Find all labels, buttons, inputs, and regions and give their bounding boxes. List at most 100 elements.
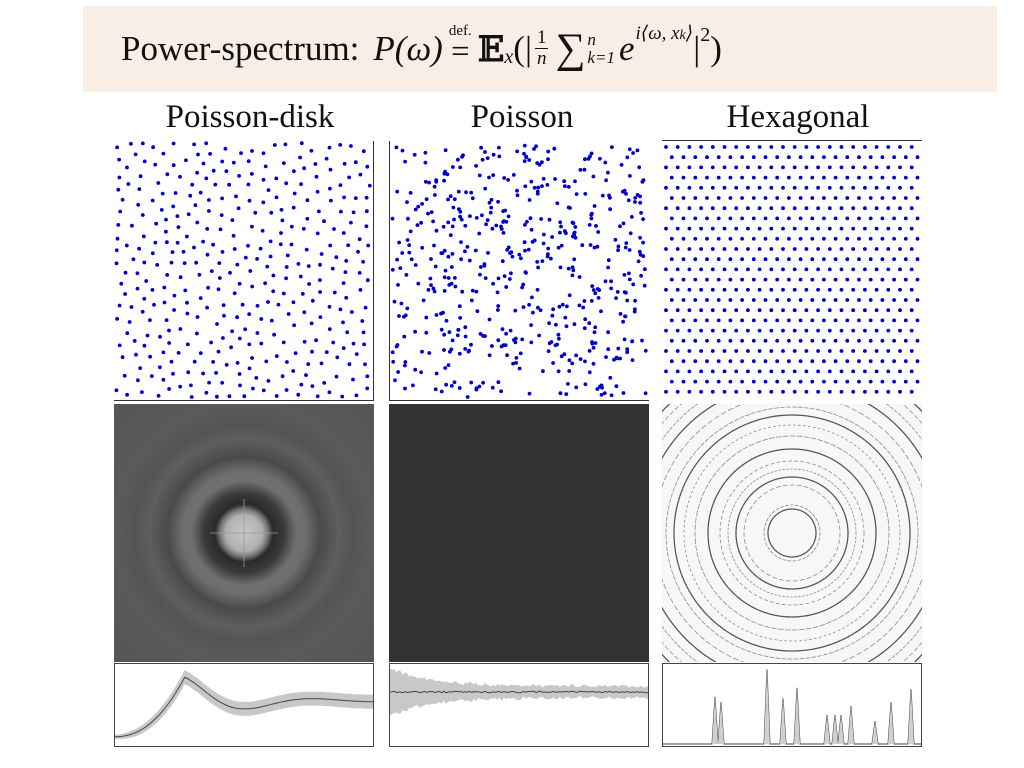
poisson-point [627, 277, 632, 282]
poisson-point [449, 347, 454, 352]
def-label: def. [448, 23, 472, 40]
hexagonal-point [880, 257, 885, 262]
poisson-point [615, 290, 620, 294]
poisson-disk-point [114, 388, 119, 393]
hexagonal-point [827, 369, 832, 374]
poisson-point [603, 160, 608, 165]
hexagonal-point [728, 359, 733, 364]
poisson-disk-point [196, 152, 200, 157]
poisson-point [474, 216, 479, 220]
poisson-point [420, 245, 425, 250]
poisson-point [444, 318, 449, 323]
poisson-disk-point [152, 302, 156, 307]
poisson-point [480, 213, 484, 218]
hexagonal-point [775, 298, 780, 302]
poisson-point [563, 229, 567, 233]
poisson-disk-point [272, 143, 277, 147]
hexagonal-point [915, 359, 920, 364]
poisson-point [487, 317, 492, 322]
hexagonal-point [839, 247, 844, 251]
poisson-point [630, 358, 635, 362]
poisson-point [531, 310, 535, 315]
poisson-disk-point [356, 249, 360, 254]
hexagonal-point [863, 185, 867, 190]
hexagonal-point [822, 257, 826, 262]
hexagonal-point [769, 206, 774, 211]
poisson-point [603, 279, 608, 284]
hexagonal-point [886, 165, 891, 170]
poisson-point [624, 290, 628, 295]
poisson-point [452, 380, 457, 385]
poisson-disk-point [169, 260, 174, 265]
hexagonal-point [886, 185, 891, 190]
poisson-point [566, 205, 571, 210]
poisson-disk-point [118, 209, 123, 214]
poisson-disk-point [331, 340, 336, 345]
hexagonal-point [868, 359, 873, 364]
hexagonal-point [705, 379, 709, 384]
hexagonal-point [740, 175, 744, 180]
profile-hexagonal-band [663, 669, 921, 744]
poisson-point [535, 189, 540, 194]
hexagonal-point [664, 369, 668, 374]
poisson-point [633, 196, 638, 200]
poisson-point [590, 341, 595, 346]
hexagonal-point [863, 369, 867, 374]
poisson-disk-point [165, 273, 170, 277]
poisson-disk-point [304, 373, 308, 377]
poisson-point [521, 282, 526, 287]
poisson-disk-point [300, 292, 305, 296]
poisson-point [478, 332, 483, 336]
hexagonal-point [699, 389, 703, 394]
poisson-point [460, 289, 465, 294]
poisson-point [400, 148, 405, 153]
poisson-disk-point [334, 374, 339, 379]
hexagonal-point [827, 389, 832, 394]
hexagonal-point [693, 338, 698, 343]
poisson-point [572, 257, 577, 262]
poisson-point [442, 289, 447, 293]
poisson-point [434, 228, 439, 233]
spectrum-poisson-svg [389, 404, 649, 662]
hexagonal-point [874, 185, 879, 190]
poisson-disk-point [154, 221, 159, 226]
poisson-disk-point [190, 182, 195, 187]
hexagonal-point [757, 349, 762, 353]
hexagonal-point [728, 318, 733, 323]
hexagonal-point [675, 165, 680, 170]
hexagonal-point [681, 379, 686, 384]
poisson-point [621, 391, 626, 395]
hexagonal-point [693, 277, 698, 282]
hexagonal-point [693, 236, 698, 241]
poisson-disk-point [284, 276, 288, 281]
poisson-point [502, 176, 507, 180]
hexagonal-point [868, 338, 873, 343]
poisson-point [627, 147, 632, 152]
hexagonal-point [693, 257, 698, 262]
poisson-point [455, 333, 460, 338]
spectrum-hexagonal-svg [662, 404, 922, 662]
hexagonal-point [716, 196, 721, 200]
poisson-point [628, 231, 633, 236]
poisson-point [480, 157, 485, 162]
poisson-disk-point [135, 271, 140, 276]
poisson-disk-point [159, 208, 164, 212]
poisson-point [616, 248, 620, 253]
poisson-point [546, 246, 551, 251]
poisson-point [592, 204, 597, 208]
poisson-point [419, 220, 423, 225]
hexagonal-point [863, 267, 867, 272]
poisson-disk-point [220, 159, 225, 164]
hexagonal-point [705, 196, 709, 200]
poisson-point [415, 223, 420, 227]
hexagonal-point [781, 206, 785, 211]
poisson-disk-point [285, 253, 290, 258]
hexagonal-point [734, 349, 739, 353]
poisson-point [572, 231, 576, 236]
poisson-point [606, 347, 611, 352]
hexagonal-point [775, 359, 780, 364]
poisson-point [547, 217, 552, 222]
poisson-point [522, 240, 527, 245]
poisson-disk-point [229, 345, 233, 350]
poisson-disk-point [365, 164, 370, 169]
